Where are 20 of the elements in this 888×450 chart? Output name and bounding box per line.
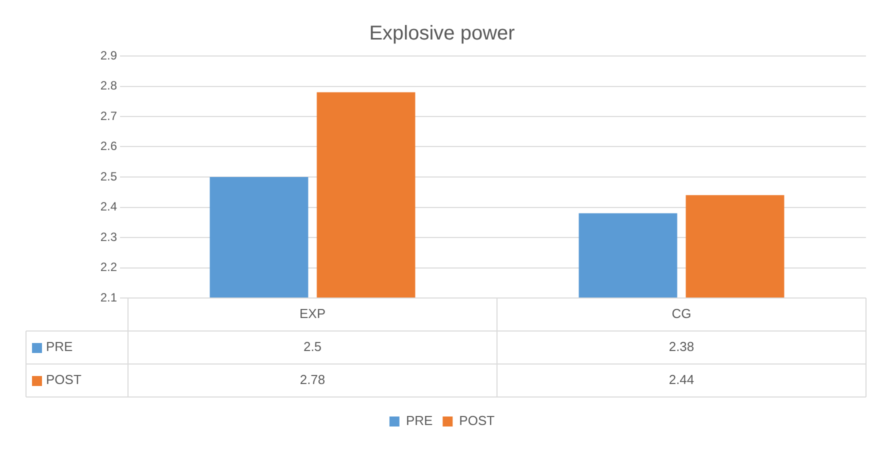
chart-title: Explosive power — [369, 22, 516, 45]
y-tick-label: 2.7 — [100, 108, 118, 123]
data-label: 2.44 — [668, 372, 694, 388]
data-label: 2.5 — [303, 339, 322, 354]
y-tick-label: 2.5 — [100, 169, 118, 184]
x-tick-label: EXP — [299, 306, 326, 322]
y-tick-label: 2.3 — [100, 230, 118, 244]
y-tick-label: 2.9 — [100, 48, 118, 62]
y-tick-label: 2.2 — [100, 260, 118, 274]
y-tick-label: 2.4 — [100, 200, 118, 214]
y-tick-label: 2.8 — [100, 78, 118, 93]
legend-label: PRE — [406, 413, 433, 428]
y-tick-label: 2.6 — [100, 139, 118, 154]
data-label: 2.38 — [668, 339, 694, 354]
x-tick-label: CG — [672, 306, 692, 322]
legend-label: POST — [459, 413, 495, 428]
data-label: 2.78 — [300, 372, 326, 388]
y-tick-label: 2.1 — [100, 290, 118, 304]
text: PRE — [46, 339, 73, 354]
text: POST — [46, 372, 82, 388]
